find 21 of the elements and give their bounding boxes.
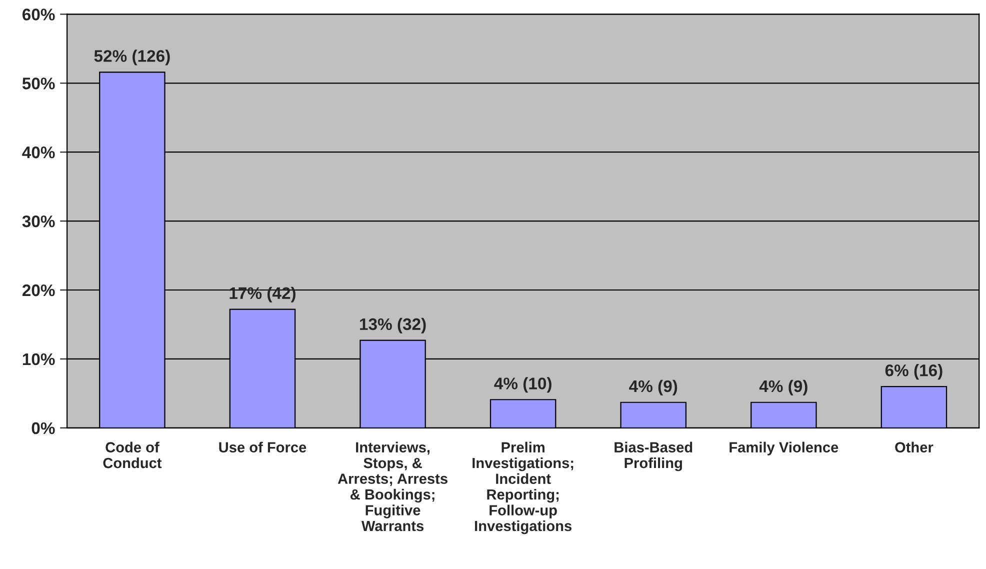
y-tick-label: 20%	[22, 284, 55, 296]
x-tick-label: Family Violence	[730, 442, 838, 456]
y-tick-label: 30%	[22, 215, 55, 228]
y-tick-label: 60%	[22, 8, 55, 20]
data-label: 4% (9)	[629, 380, 678, 396]
y-tick-label: 10%	[22, 353, 55, 366]
data-label: 13% (32)	[360, 318, 426, 334]
data-label: 4% (9)	[759, 380, 808, 396]
data-label: 6% (16)	[885, 364, 942, 380]
y-tick-label: 50%	[22, 78, 55, 90]
x-tick-label: Prelim Investigations; Incident Reporting; Follow-up Investigations	[472, 442, 574, 534]
x-tick-label: Other	[895, 442, 934, 452]
data-label: 17% (42)	[230, 286, 296, 302]
x-tick-label: Interviews, Stops, & Arrests; Arrests & Bookings; Fugitive Warrants	[338, 442, 448, 532]
x-tick-label: Use of Force	[219, 442, 306, 452]
y-tick-label: 0%	[32, 422, 55, 434]
data-label: 52% (126)	[94, 50, 170, 66]
x-tick-label: Bias-Based Profiling	[614, 442, 692, 472]
data-label: 4% (10)	[494, 377, 552, 393]
y-tick-label: 40%	[22, 146, 55, 158]
x-tick-label: Code of Conduct	[103, 442, 162, 468]
